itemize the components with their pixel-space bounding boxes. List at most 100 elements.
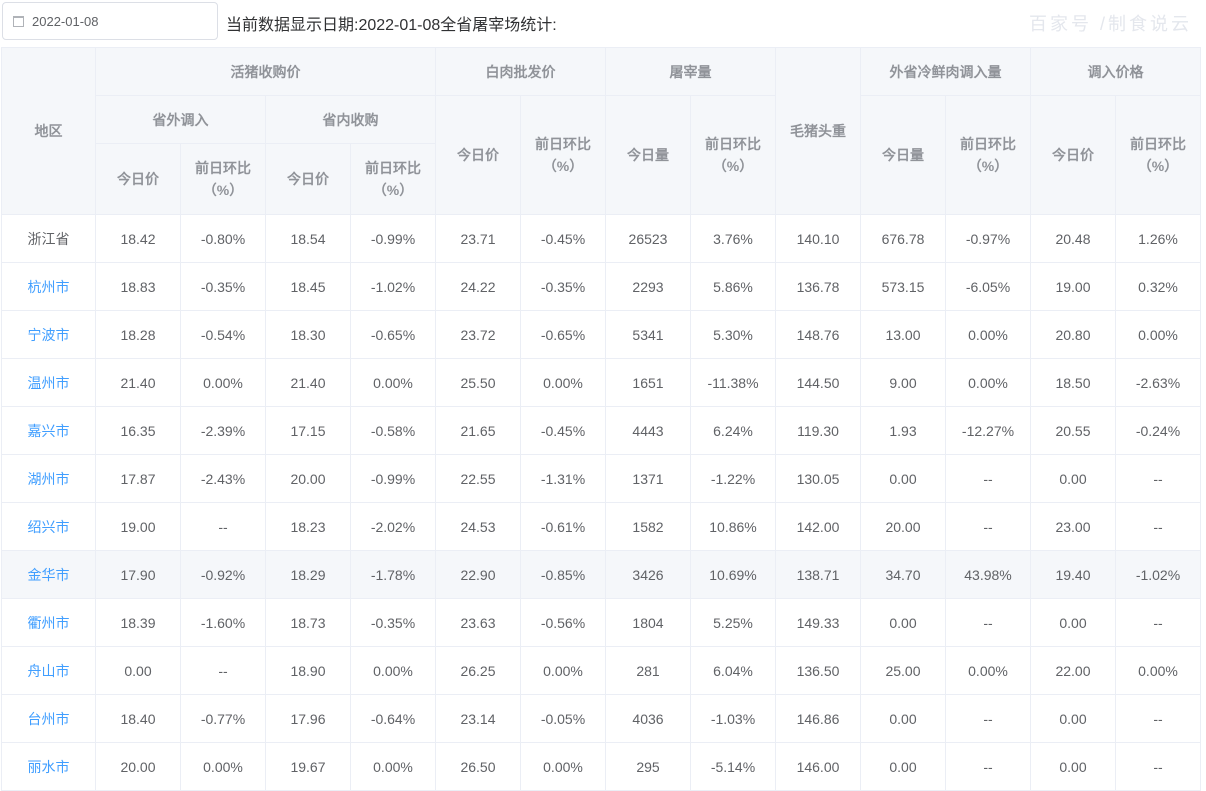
region-link[interactable]: 嘉兴市 <box>1 406 96 455</box>
table-cell: -0.24% <box>1115 406 1201 455</box>
table-cell: -1.78% <box>350 550 436 599</box>
region-link[interactable]: 宁波市 <box>1 310 96 359</box>
table-cell: -1.03% <box>690 694 776 743</box>
table-cell: 20.00 <box>95 742 181 791</box>
region-link[interactable]: 金华市 <box>1 550 96 599</box>
table-cell: 22.55 <box>435 454 521 503</box>
table-cell: -6.05% <box>945 262 1031 311</box>
table-cell: -1.31% <box>520 454 606 503</box>
table-row: 温州市 21.40 0.00% 21.40 0.00% 25.50 0.00% 1651 -11… <box>1 358 1201 407</box>
calendar-icon <box>13 15 24 27</box>
header-change-pct: 前日环比 （%） <box>350 143 436 215</box>
table-cell: 0.00% <box>350 358 436 407</box>
table-cell: -0.64% <box>350 694 436 743</box>
region-link[interactable]: 台州市 <box>1 694 96 743</box>
table-cell: -1.60% <box>180 598 266 647</box>
table-cell: 23.72 <box>435 310 521 359</box>
region-link[interactable]: 丽水市 <box>1 742 96 791</box>
table-cell: 0.00 <box>860 694 946 743</box>
header-pct-label: （%） <box>372 182 414 198</box>
table-cell: 0.00 <box>1030 742 1116 791</box>
table-cell: -- <box>1115 742 1201 791</box>
table-cell: 23.00 <box>1030 502 1116 551</box>
region-link[interactable]: 湖州市 <box>1 454 96 503</box>
table-cell: 5.86% <box>690 262 776 311</box>
header-today-price: 今日价 <box>435 95 521 215</box>
table-cell: 26.50 <box>435 742 521 791</box>
table-cell: 23.71 <box>435 214 521 263</box>
date-picker[interactable]: 2022-01-08 <box>2 2 218 40</box>
table-cell: 0.00% <box>945 310 1031 359</box>
table-cell: 17.96 <box>265 694 351 743</box>
table-row: 嘉兴市 16.35 -2.39% 17.15 -0.58% 21.65 -0.45% 4443… <box>1 406 1201 455</box>
table-cell: 0.00% <box>945 646 1031 695</box>
table-cell: 6.04% <box>690 646 776 695</box>
table-cell: 0.32% <box>1115 262 1201 311</box>
region-link[interactable]: 温州市 <box>1 358 96 407</box>
table-cell: 9.00 <box>860 358 946 407</box>
table-cell: 10.86% <box>690 502 776 551</box>
table-cell: 138.71 <box>775 550 861 599</box>
table-cell: 19.40 <box>1030 550 1116 599</box>
table-cell: 18.73 <box>265 598 351 647</box>
table-cell: 24.53 <box>435 502 521 551</box>
table-cell: 3.76% <box>690 214 776 263</box>
region-link[interactable]: 舟山市 <box>1 646 96 695</box>
header-today-price: 今日价 <box>95 143 181 215</box>
table-cell: -0.97% <box>945 214 1031 263</box>
header-change-label: 前日环比 <box>960 136 1016 152</box>
header-hog-weight: 毛猪头重 <box>775 47 861 215</box>
header-pct-label: （%） <box>712 158 754 174</box>
table-cell: 19.67 <box>265 742 351 791</box>
header-change-pct: 前日环比 （%） <box>520 95 606 215</box>
table-cell: 24.22 <box>435 262 521 311</box>
table-cell: -12.27% <box>945 406 1031 455</box>
table-cell: 22.90 <box>435 550 521 599</box>
table-cell: 146.00 <box>775 742 861 791</box>
table-cell: 16.35 <box>95 406 181 455</box>
table-cell: 0.00% <box>520 742 606 791</box>
table-cell: -0.92% <box>180 550 266 599</box>
table-cell: -11.38% <box>690 358 776 407</box>
header-change-label: 前日环比 <box>365 160 421 176</box>
header-pct-label: （%） <box>202 182 244 198</box>
table-cell: -0.35% <box>180 262 266 311</box>
region-link: 浙江省 <box>1 214 96 263</box>
table-cell: 1.93 <box>860 406 946 455</box>
table-cell: 5.25% <box>690 598 776 647</box>
region-link[interactable]: 杭州市 <box>1 262 96 311</box>
header-change-pct: 前日环比 （%） <box>180 143 266 215</box>
header-pct-label: （%） <box>1137 158 1179 174</box>
header-import-price: 调入价格 <box>1030 47 1201 96</box>
header-pct-label: （%） <box>967 158 1009 174</box>
table-cell: 1651 <box>605 358 691 407</box>
table-cell: 0.00 <box>1030 454 1116 503</box>
header-today-price: 今日价 <box>265 143 351 215</box>
table-cell: -2.02% <box>350 502 436 551</box>
table-cell: 19.00 <box>1030 262 1116 311</box>
table-cell: 0.00 <box>860 454 946 503</box>
table-cell: 130.05 <box>775 454 861 503</box>
region-link[interactable]: 绍兴市 <box>1 502 96 551</box>
region-link[interactable]: 衢州市 <box>1 598 96 647</box>
table-cell: 18.30 <box>265 310 351 359</box>
table-cell: -0.65% <box>520 310 606 359</box>
header-today-price: 今日价 <box>1030 95 1116 215</box>
table-row: 绍兴市 19.00 -- 18.23 -2.02% 24.53 -0.61% 1582 10.8… <box>1 502 1201 551</box>
table-cell: -- <box>1115 502 1201 551</box>
table-cell: 573.15 <box>860 262 946 311</box>
header-change-label: 前日环比 <box>535 136 591 152</box>
table-cell: 25.00 <box>860 646 946 695</box>
table-cell: -1.02% <box>1115 550 1201 599</box>
header-live-pig: 活猪收购价 <box>95 47 436 96</box>
table-cell: 295 <box>605 742 691 791</box>
table-cell: -- <box>1115 694 1201 743</box>
table-row: 浙江省 18.42 -0.80% 18.54 -0.99% 23.71 -0.45% 2652… <box>1 214 1201 263</box>
table-cell: 43.98% <box>945 550 1031 599</box>
table-cell: 18.40 <box>95 694 181 743</box>
table-cell: -0.45% <box>520 406 606 455</box>
table-cell: -- <box>945 742 1031 791</box>
table-row: 杭州市 18.83 -0.35% 18.45 -1.02% 24.22 -0.35% 2293… <box>1 262 1201 311</box>
header-out-province: 省外调入 <box>95 95 266 144</box>
table-cell: 676.78 <box>860 214 946 263</box>
